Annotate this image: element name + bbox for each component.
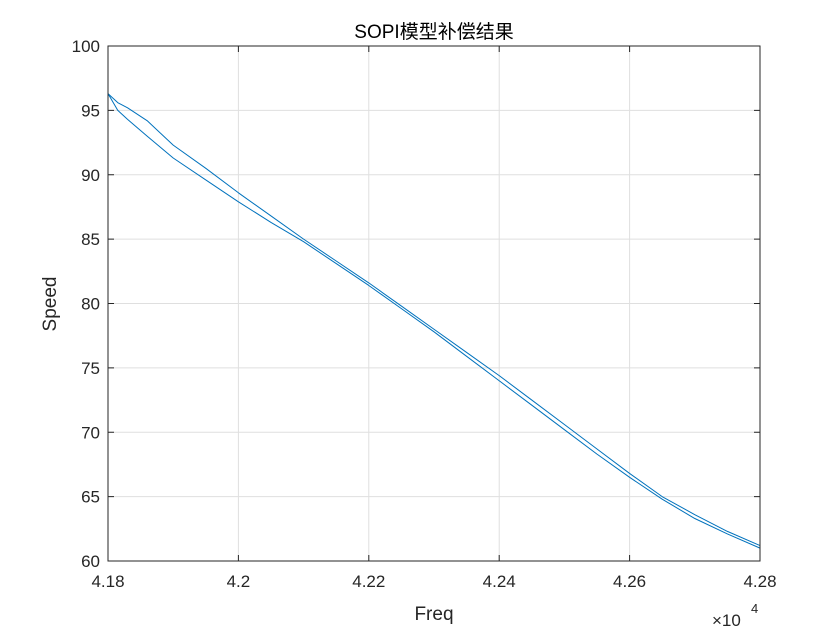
series-group — [107, 93, 761, 549]
chart-title: SOPI模型补偿结果 — [354, 21, 513, 43]
x-axis-exponent-power: 4 — [751, 601, 758, 616]
y-tick-label: 75 — [81, 359, 100, 378]
series-line-2 — [107, 93, 761, 549]
y-tick-label: 85 — [81, 230, 100, 249]
x-axis-exponent-base: ×10 — [712, 611, 741, 630]
ticks: 4.18 4.2 4.22 4.24 4.26 4.28 60 65 70 75 80 85 90 95 1… — [72, 37, 777, 591]
y-tick-label: 60 — [81, 552, 100, 571]
y-tick-label: 80 — [81, 295, 100, 314]
y-tick-label: 65 — [81, 488, 100, 507]
x-axis-label: Freq — [414, 604, 453, 625]
grid — [108, 46, 760, 561]
series-line-1 — [107, 93, 761, 547]
x-tick-label: 4.24 — [483, 572, 516, 591]
y-tick-label: 90 — [81, 166, 100, 185]
x-tick-label: 4.2 — [227, 572, 251, 591]
x-tick-label: 4.28 — [743, 572, 776, 591]
x-tick-label: 4.22 — [352, 572, 385, 591]
x-tick-label: 4.18 — [91, 572, 124, 591]
y-tick-label: 100 — [72, 37, 100, 56]
y-axis-label: Speed — [40, 277, 61, 332]
y-tick-label: 70 — [81, 423, 100, 442]
x-tick-label: 4.26 — [613, 572, 646, 591]
y-tick-label: 95 — [81, 101, 100, 120]
